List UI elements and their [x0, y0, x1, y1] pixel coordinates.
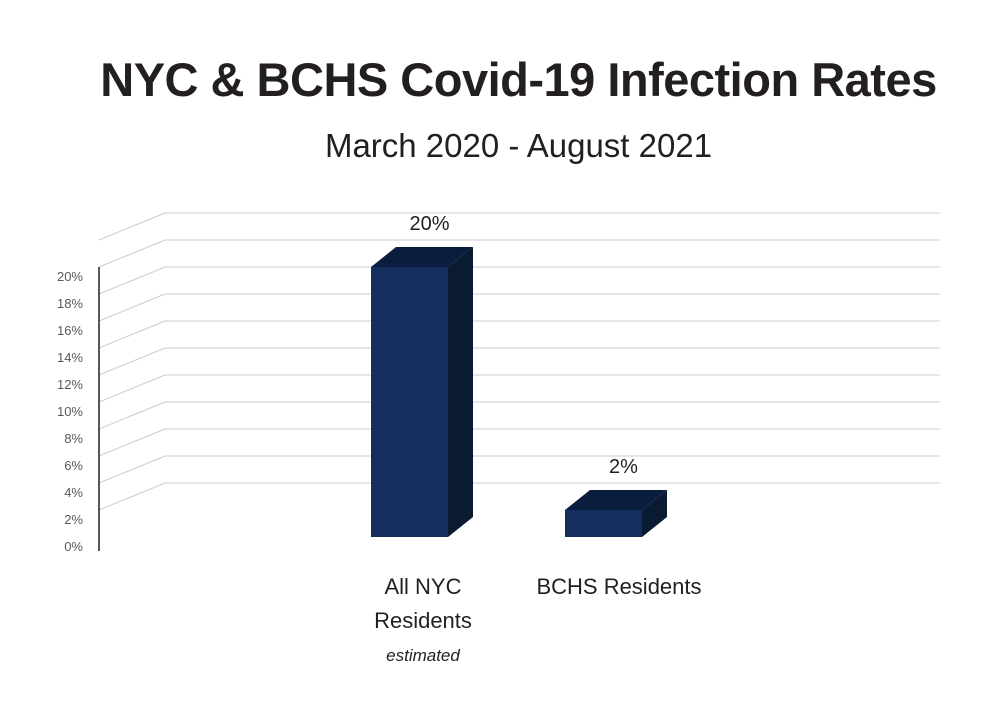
gridline-diagonal: [98, 374, 166, 403]
y-tick-label: 2%: [64, 512, 83, 527]
gridline-diagonal: [98, 347, 166, 376]
category-note: estimated: [386, 646, 460, 665]
y-tick-label: 12%: [57, 377, 83, 392]
y-tick-label: 18%: [57, 296, 83, 311]
category-label: BCHS Residents: [536, 574, 701, 599]
y-tick-label: 16%: [57, 323, 83, 338]
y-tick-label: 8%: [64, 431, 83, 446]
chart-subtitle: March 2020 - August 2021: [324, 127, 713, 164]
gridline-diagonal: [98, 428, 166, 457]
data-label: 20%: [409, 213, 449, 235]
y-tick-label: 6%: [64, 458, 83, 473]
y-tick-label: 20%: [57, 269, 83, 284]
bar-side: [642, 490, 667, 537]
bar-top: [565, 490, 667, 510]
gridline-diagonal: [98, 455, 166, 484]
gridline-diagonal: [98, 293, 166, 322]
bar: [565, 510, 642, 537]
gridline-diagonal: [98, 320, 166, 349]
bar-side: [448, 247, 473, 537]
y-tick-label: 4%: [64, 485, 83, 500]
y-tick-label: 10%: [57, 404, 83, 419]
bar: [371, 267, 448, 537]
y-tick-label: 14%: [57, 350, 83, 365]
gridline-diagonal: [98, 401, 166, 430]
bar-top: [371, 247, 473, 267]
gridline-diagonal: [98, 482, 166, 511]
chart-title: NYC & BCHS Covid-19 Infection Rates: [100, 53, 937, 106]
gridline-diagonal: [98, 239, 166, 268]
gridline-diagonal: [98, 212, 166, 241]
y-tick-label: 0%: [64, 539, 83, 554]
category-label: All NYC Residents: [374, 574, 472, 633]
gridline-diagonal: [98, 266, 166, 295]
data-label: 2%: [609, 456, 638, 478]
